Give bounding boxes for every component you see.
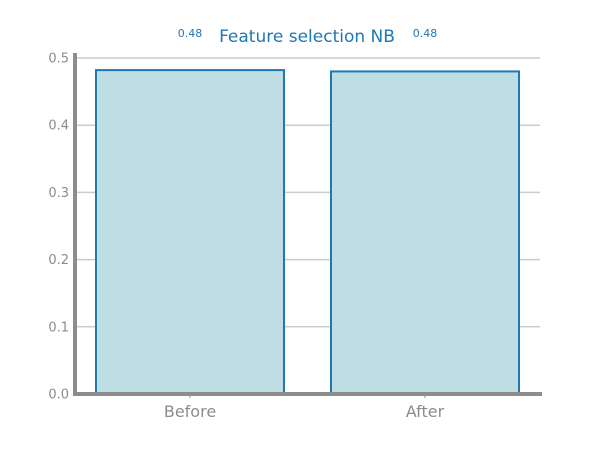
- x-tick-labels: Before After: [164, 394, 445, 421]
- y-tick-labels: 0.0 0.1 0.2 0.3 0.4 0.5: [48, 52, 69, 403]
- y-tick-label: 0.0: [48, 388, 69, 403]
- y-tick-label: 0.4: [48, 119, 69, 134]
- data-label-after: 0.48: [413, 27, 438, 40]
- data-labels: 0.48 0.48: [178, 27, 438, 40]
- bar-after: [330, 70, 520, 395]
- y-tick-label: 0.3: [48, 186, 69, 201]
- x-tick-label-after: After: [406, 402, 445, 421]
- chart-title: Feature selection NB: [219, 27, 395, 47]
- y-tick-label: 0.2: [48, 253, 69, 268]
- bar-before: [95, 69, 285, 395]
- bars: [95, 69, 520, 395]
- y-tick-label: 0.1: [48, 320, 69, 335]
- y-tick-label: 0.5: [48, 52, 69, 67]
- data-label-before: 0.48: [178, 27, 203, 40]
- x-tick-label-before: Before: [164, 402, 216, 421]
- axes: [73, 53, 542, 396]
